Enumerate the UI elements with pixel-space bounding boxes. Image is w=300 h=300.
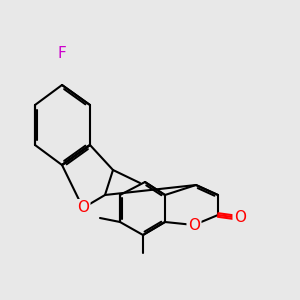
Text: O: O (77, 200, 89, 215)
Text: O: O (188, 218, 200, 232)
Text: F: F (58, 46, 66, 61)
Text: O: O (234, 211, 246, 226)
